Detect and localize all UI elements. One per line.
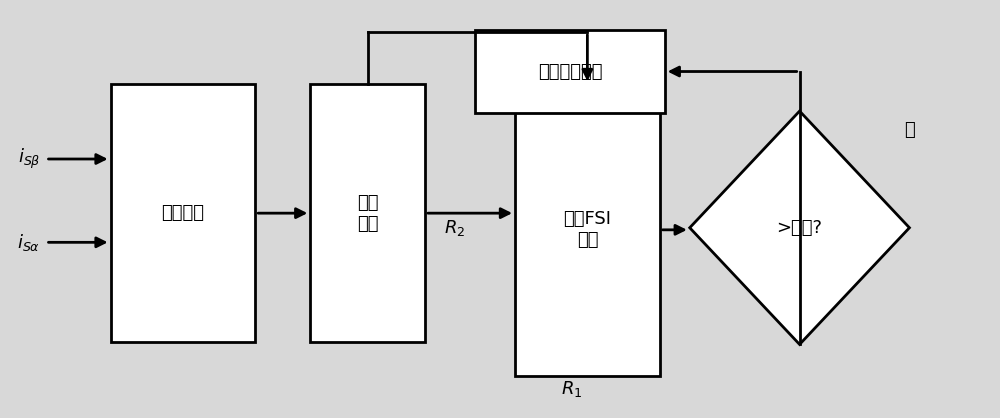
Polygon shape (690, 111, 909, 344)
FancyBboxPatch shape (111, 84, 255, 342)
Text: >阈值?: >阈值? (777, 219, 823, 237)
Text: $i_{S\beta}$: $i_{S\beta}$ (18, 147, 41, 171)
FancyBboxPatch shape (310, 84, 425, 342)
Text: 计算FSI
指数: 计算FSI 指数 (563, 210, 611, 249)
Text: 图像
识别: 图像 识别 (357, 194, 378, 232)
Text: $i_{S\alpha}$: $i_{S\alpha}$ (17, 232, 41, 253)
Text: $R_1$: $R_1$ (561, 379, 583, 399)
Text: 悬浮绕组故障: 悬浮绕组故障 (538, 63, 602, 81)
Text: $R_2$: $R_2$ (444, 218, 466, 238)
Text: 图像处理: 图像处理 (161, 204, 204, 222)
FancyBboxPatch shape (475, 30, 665, 113)
Text: 是: 是 (904, 121, 915, 139)
FancyBboxPatch shape (515, 84, 660, 376)
